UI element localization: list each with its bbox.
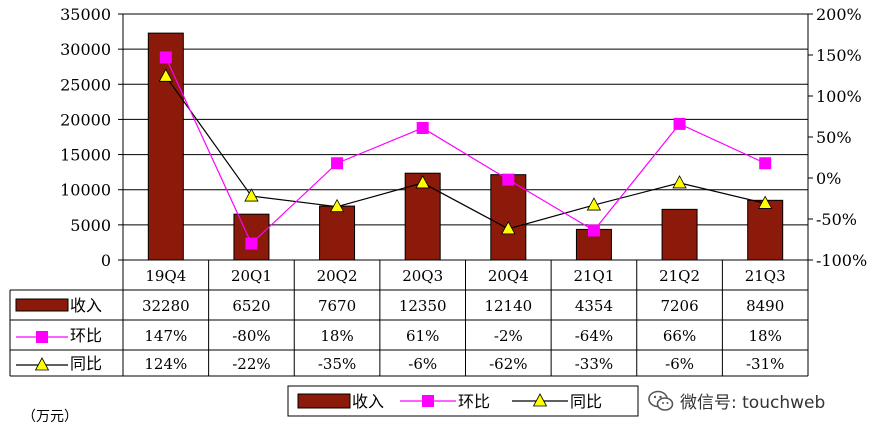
category-label: 21Q3 — [745, 267, 786, 285]
yoy-marker — [329, 198, 345, 213]
table-cell: 7670 — [318, 297, 356, 315]
table-cell: 4354 — [575, 297, 613, 315]
revenue-bar — [147, 32, 184, 261]
table-cell: -6% — [665, 355, 694, 373]
row-label: 同比 — [70, 354, 102, 373]
row-key-marker — [34, 357, 50, 371]
yoy-marker — [244, 188, 259, 202]
row-label: 收入 — [70, 296, 102, 315]
revenue-bar — [233, 213, 270, 261]
category-label: 20Q4 — [488, 267, 529, 285]
table-cell: -80% — [232, 327, 270, 345]
left-tick-label: 20000 — [60, 110, 111, 129]
unit-label: （万元） — [22, 409, 78, 425]
legend-key-bar — [297, 393, 351, 409]
table-cell: -62% — [489, 355, 527, 373]
row-key-marker — [36, 331, 48, 343]
table-cell: 12140 — [484, 297, 532, 315]
qoq-marker — [416, 121, 429, 134]
table-cell: 18% — [320, 327, 353, 345]
table-cell: 8490 — [746, 297, 784, 315]
qoq-marker — [159, 51, 172, 64]
right-tick-label: 150% — [816, 46, 862, 65]
qoq-marker — [673, 117, 686, 130]
right-tick-label: 0% — [816, 169, 841, 188]
table-cell: 7206 — [660, 297, 698, 315]
table-cell: -35% — [318, 355, 356, 373]
right-tick-label: 200% — [816, 5, 862, 24]
category-label: 21Q1 — [573, 267, 614, 285]
category-label: 20Q3 — [402, 267, 443, 285]
yoy-marker — [501, 221, 516, 235]
left-tick-label: 10000 — [60, 181, 111, 200]
plot-frame — [122, 13, 809, 261]
qoq-marker — [245, 237, 258, 250]
left-tick-label: 15000 — [60, 146, 111, 165]
table-cell: -31% — [746, 355, 784, 373]
left-tick-label: 5000 — [70, 216, 111, 235]
left-tick-label: 30000 — [60, 40, 111, 59]
revenue-bar — [319, 205, 356, 261]
table-cell: -22% — [232, 355, 270, 373]
right-tick-label: -100% — [816, 251, 867, 270]
table-cell: -6% — [408, 355, 437, 373]
table-cell: 12350 — [399, 297, 447, 315]
yoy-marker — [672, 175, 687, 189]
wechat-icon — [648, 390, 674, 411]
table-cell: -64% — [575, 327, 613, 345]
table-cell: 147% — [144, 327, 187, 345]
table-cell: 32280 — [142, 297, 190, 315]
table-cell: 66% — [663, 327, 696, 345]
left-tick-label: 0 — [101, 251, 111, 270]
row-label: 环比 — [70, 326, 102, 345]
revenue-bar — [661, 208, 698, 261]
right-tick-label: -50% — [816, 210, 857, 229]
table-cell: 6520 — [232, 297, 270, 315]
legend-key-marker — [422, 395, 434, 407]
category-label: 20Q2 — [317, 267, 358, 285]
revenue-bar — [490, 174, 527, 261]
yoy-marker — [158, 68, 173, 82]
table-cell: 18% — [749, 327, 782, 345]
right-tick-label: 50% — [816, 128, 852, 147]
category-label: 19Q4 — [145, 267, 186, 285]
revenue-bar — [747, 199, 784, 261]
watermark: 微信号: touchweb — [648, 388, 825, 413]
table-cell: 61% — [406, 327, 439, 345]
qoq-marker — [587, 224, 600, 237]
table-cell: -2% — [494, 327, 523, 345]
yoy-marker — [758, 195, 773, 209]
row-key-bar — [15, 298, 69, 312]
table-cell: 124% — [144, 355, 187, 373]
legend-key-marker — [532, 393, 548, 407]
category-label: 21Q2 — [659, 267, 700, 285]
left-tick-label: 35000 — [60, 5, 111, 24]
table-cell: -33% — [575, 355, 613, 373]
category-label: 20Q1 — [231, 267, 272, 285]
qoq-marker — [502, 173, 515, 186]
legend-label: 环比 — [458, 392, 490, 411]
yoy-line — [165, 75, 766, 230]
left-tick-label: 25000 — [60, 75, 111, 94]
yoy-marker — [586, 197, 602, 211]
watermark-text: 微信号: touchweb — [680, 393, 826, 413]
qoq-marker — [759, 157, 772, 170]
legend-label: 同比 — [570, 392, 602, 411]
qoq-line — [165, 57, 766, 245]
right-tick-label: 100% — [816, 87, 862, 106]
yoy-marker — [415, 175, 430, 189]
qoq-marker — [331, 157, 344, 170]
legend-label: 收入 — [352, 392, 384, 411]
